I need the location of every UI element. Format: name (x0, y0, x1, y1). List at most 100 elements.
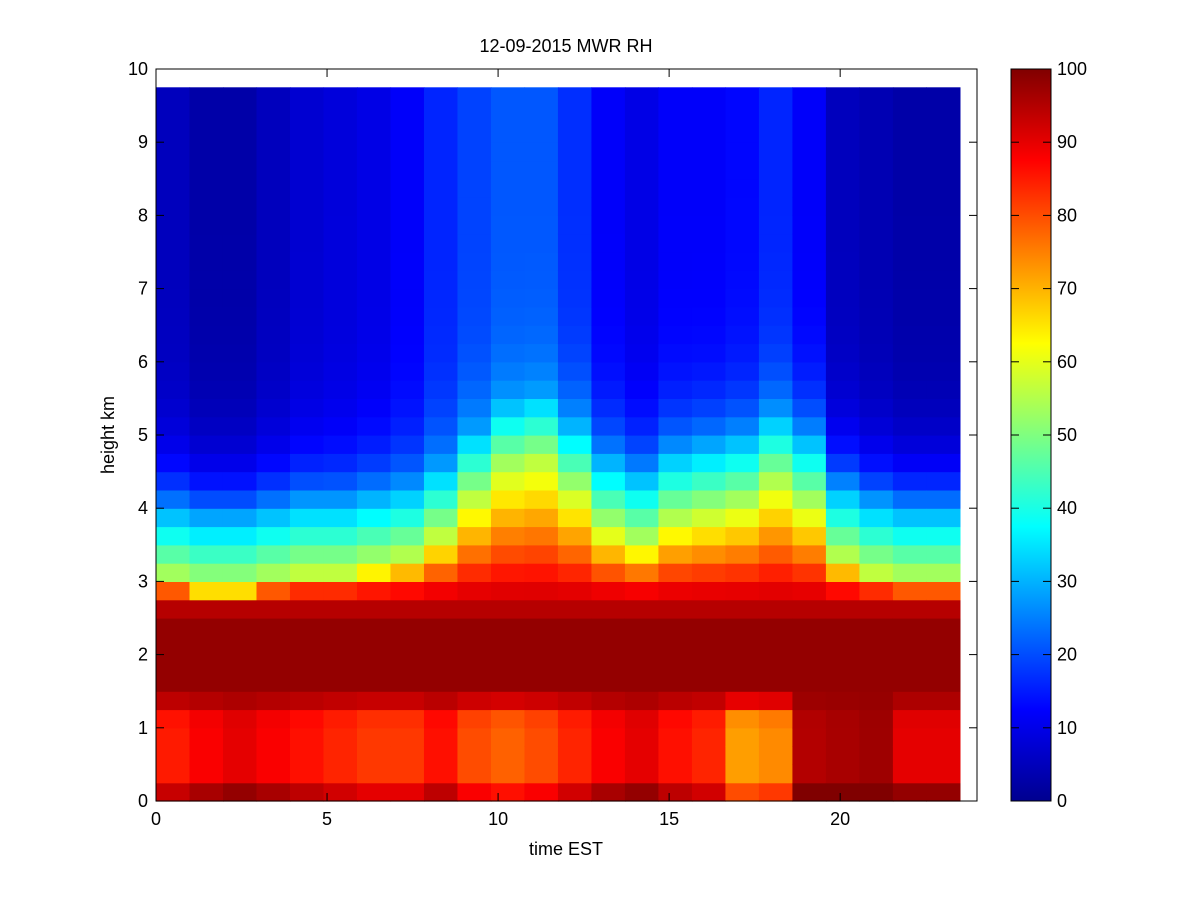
heatmap-cell (356, 746, 392, 765)
heatmap-cell (825, 123, 861, 143)
heatmap-cell (926, 782, 961, 802)
heatmap-cell (189, 508, 224, 528)
heatmap-cell (825, 197, 861, 216)
heatmap-cell (356, 672, 392, 692)
heatmap-cell (156, 727, 191, 747)
heatmap-cell (557, 526, 593, 546)
heatmap-cell (289, 508, 325, 528)
colorbar-tick-label: 10 (1057, 718, 1077, 738)
heatmap-cell (490, 233, 526, 253)
heatmap-cell (356, 398, 392, 418)
heatmap-cell (189, 636, 224, 656)
heatmap-cell (658, 416, 693, 436)
heatmap-cell (390, 123, 425, 143)
heatmap-cell (859, 270, 894, 290)
heatmap-cell (691, 160, 727, 180)
heatmap-cell (189, 398, 224, 418)
heatmap-cell (256, 233, 291, 253)
heatmap-cell (222, 782, 258, 802)
heatmap-cell (423, 197, 459, 216)
heatmap-cell (457, 215, 492, 235)
heatmap-cell (691, 343, 727, 363)
heatmap-cell (423, 343, 459, 363)
heatmap-cell (892, 160, 927, 180)
heatmap-cell (926, 87, 961, 107)
heatmap-cell (825, 343, 861, 363)
heatmap-cell (356, 325, 392, 345)
heatmap-cell (624, 691, 660, 711)
heatmap-cell (457, 746, 492, 765)
heatmap-cell (323, 581, 358, 601)
heatmap-cell (524, 782, 559, 802)
heatmap-cell (222, 160, 258, 180)
heatmap-cell (859, 618, 894, 637)
heatmap-cell (156, 581, 191, 601)
heatmap-cell (792, 380, 827, 399)
heatmap-cell (859, 691, 894, 711)
heatmap-cell (524, 361, 559, 381)
heatmap-cell (658, 544, 693, 564)
heatmap-cell (725, 727, 760, 747)
colorbar-tick-label: 20 (1057, 645, 1077, 665)
heatmap-cell (256, 325, 291, 345)
x-tick-label: 5 (322, 809, 332, 829)
heatmap-cell (557, 435, 593, 454)
heatmap-cell (758, 142, 794, 162)
heatmap-cell (926, 197, 961, 216)
heatmap-cell (825, 599, 861, 619)
heatmap-cell (825, 233, 861, 253)
heatmap-cell (658, 636, 693, 656)
heatmap-cell (557, 343, 593, 363)
heatmap-cell (658, 599, 693, 619)
heatmap-cell (691, 453, 727, 473)
heatmap-cell (792, 361, 827, 381)
heatmap-cell (490, 325, 526, 345)
heatmap-cell (892, 270, 927, 290)
heatmap-cell (691, 87, 727, 107)
y-tick-label: 7 (138, 279, 148, 299)
heatmap-cell (256, 398, 291, 418)
heatmap-cell (926, 691, 961, 711)
heatmap-cell (490, 508, 526, 528)
heatmap-cell (356, 343, 392, 363)
heatmap-cell (658, 508, 693, 528)
heatmap-cell (557, 380, 593, 399)
heatmap-cell (323, 306, 358, 326)
heatmap-cell (825, 691, 861, 711)
heatmap-cell (222, 691, 258, 711)
heatmap-cell (825, 398, 861, 418)
heatmap-cell (825, 489, 861, 509)
heatmap-cell (222, 618, 258, 637)
heatmap-cell (892, 526, 927, 546)
heatmap-cell (557, 691, 593, 711)
heatmap-cell (156, 142, 191, 162)
heatmap-cell (926, 489, 961, 509)
heatmap-cell (725, 215, 760, 235)
heatmap-cell (557, 709, 593, 729)
heatmap-cell (758, 672, 794, 692)
heatmap-cell (691, 380, 727, 399)
heatmap-cell (390, 160, 425, 180)
heatmap-cell (189, 746, 224, 765)
heatmap-cell (189, 471, 224, 491)
heatmap-cell (557, 636, 593, 656)
heatmap-cell (256, 489, 291, 509)
heatmap-cell (490, 380, 526, 399)
heatmap-cell (926, 215, 961, 235)
heatmap-cell (557, 215, 593, 235)
heatmap-cell (725, 526, 760, 546)
heatmap-cell (859, 581, 894, 601)
heatmap-cell (926, 343, 961, 363)
heatmap-cell (524, 672, 559, 692)
heatmap-cell (222, 599, 258, 619)
heatmap-cell (289, 398, 325, 418)
heatmap-cell (825, 178, 861, 198)
heatmap-cell (658, 288, 693, 308)
colorbar-tick-label: 30 (1057, 571, 1077, 591)
heatmap-cell (423, 746, 459, 765)
heatmap-cell (792, 160, 827, 180)
heatmap-cell (222, 544, 258, 564)
heatmap-cell (256, 178, 291, 198)
heatmap-cell (859, 563, 894, 582)
heatmap-cell (624, 453, 660, 473)
